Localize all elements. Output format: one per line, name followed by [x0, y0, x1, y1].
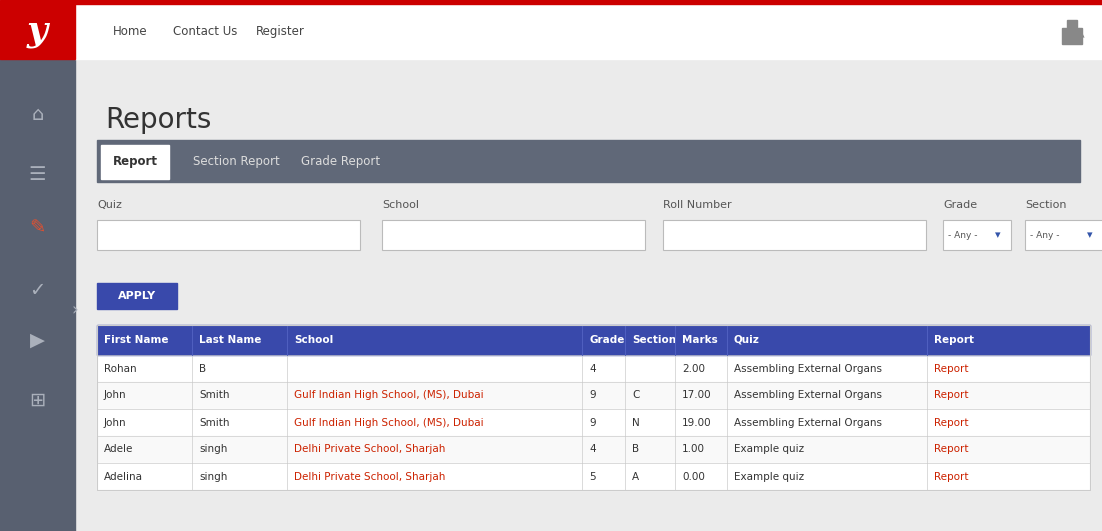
Text: Example quiz: Example quiz [734, 444, 804, 455]
Text: Assembling External Organs: Assembling External Organs [734, 390, 882, 400]
Text: Report: Report [934, 364, 969, 373]
Text: Marks: Marks [682, 335, 717, 345]
Text: ⊞: ⊞ [30, 390, 45, 409]
Text: B: B [199, 364, 206, 373]
Text: First Name: First Name [104, 335, 169, 345]
Text: Gulf Indian High School, (MS), Dubai: Gulf Indian High School, (MS), Dubai [294, 390, 484, 400]
Bar [97, 382, 1090, 409]
Text: ▾: ▾ [995, 230, 1001, 240]
Text: John: John [104, 417, 127, 427]
Text: 4: 4 [588, 364, 595, 373]
Bar [97, 463, 1090, 490]
Text: Adele: Adele [104, 444, 133, 455]
Bar [97, 325, 1090, 355]
Text: School: School [294, 335, 333, 345]
Text: 19.00: 19.00 [682, 417, 712, 427]
Text: Report: Report [934, 472, 969, 482]
Text: Assembling External Organs: Assembling External Organs [734, 417, 882, 427]
Bar [1025, 220, 1102, 250]
Bar [382, 220, 645, 250]
Text: Delhi Private School, Sharjah: Delhi Private School, Sharjah [294, 472, 445, 482]
Text: ☰: ☰ [29, 166, 46, 184]
Bar [75, 4, 1102, 59]
Text: ✓: ✓ [30, 280, 45, 299]
Text: Report: Report [934, 335, 974, 345]
Text: singh: singh [199, 472, 227, 482]
Text: 0.00: 0.00 [682, 472, 705, 482]
Text: A: A [633, 472, 639, 482]
Text: Contact Us: Contact Us [173, 25, 237, 38]
Text: John: John [104, 390, 127, 400]
Bar [97, 436, 1090, 463]
Text: 9: 9 [588, 417, 595, 427]
Text: Delhi Private School, Sharjah: Delhi Private School, Sharjah [294, 444, 445, 455]
Bar [97, 140, 1080, 182]
Text: y: y [28, 14, 48, 48]
Bar [1062, 28, 1082, 44]
Bar [97, 325, 1090, 490]
Text: 1.00: 1.00 [682, 444, 705, 455]
Text: 5: 5 [588, 472, 595, 482]
Text: Reports: Reports [105, 106, 212, 134]
Text: Gulf Indian High School, (MS), Dubai: Gulf Indian High School, (MS), Dubai [294, 417, 484, 427]
Text: B: B [633, 444, 639, 455]
Bar [97, 355, 1090, 382]
Text: N: N [633, 417, 640, 427]
Text: Report: Report [934, 444, 969, 455]
Text: Grade: Grade [943, 200, 977, 210]
Text: School: School [382, 200, 419, 210]
Text: 2.00: 2.00 [682, 364, 705, 373]
Text: Home: Home [112, 25, 148, 38]
Text: Register: Register [256, 25, 304, 38]
Bar [0, 0, 1102, 4]
Text: Report: Report [934, 390, 969, 400]
Bar [101, 145, 169, 179]
Text: Smith: Smith [199, 390, 229, 400]
Text: ▲: ▲ [1076, 25, 1084, 38]
Text: Quiz: Quiz [734, 335, 760, 345]
Text: - Any -: - Any - [1030, 230, 1059, 239]
Text: Grade Report: Grade Report [302, 156, 380, 168]
Text: ▶: ▶ [30, 330, 45, 349]
Text: Report: Report [112, 156, 158, 168]
Text: ▾: ▾ [1088, 230, 1093, 240]
Text: Example quiz: Example quiz [734, 472, 804, 482]
Bar [97, 283, 177, 309]
Bar [943, 220, 1011, 250]
Bar [97, 220, 360, 250]
Text: Roll Number: Roll Number [663, 200, 732, 210]
Bar [663, 220, 926, 250]
Text: ⌂: ⌂ [31, 106, 44, 124]
Text: Section Report: Section Report [193, 156, 280, 168]
Text: Assembling External Organs: Assembling External Organs [734, 364, 882, 373]
Bar [1067, 20, 1077, 30]
Text: Grade: Grade [588, 335, 625, 345]
Text: Quiz: Quiz [97, 200, 122, 210]
Text: Smith: Smith [199, 417, 229, 427]
Text: APPLY: APPLY [118, 291, 156, 301]
Text: C: C [633, 390, 639, 400]
Text: 17.00: 17.00 [682, 390, 712, 400]
Text: Report: Report [934, 417, 969, 427]
Bar [0, 4, 75, 531]
Text: Rohan: Rohan [104, 364, 137, 373]
Text: 4: 4 [588, 444, 595, 455]
Text: 9: 9 [588, 390, 595, 400]
Text: Section: Section [1025, 200, 1067, 210]
Text: Section: Section [633, 335, 677, 345]
Text: Last Name: Last Name [199, 335, 261, 345]
Text: singh: singh [199, 444, 227, 455]
Text: ✎: ✎ [30, 218, 45, 237]
Text: - Any -: - Any - [948, 230, 977, 239]
Bar [97, 409, 1090, 436]
Bar [75, 59, 1102, 531]
Bar [0, 4, 75, 59]
Text: ›: › [72, 301, 78, 319]
Text: Adelina: Adelina [104, 472, 143, 482]
